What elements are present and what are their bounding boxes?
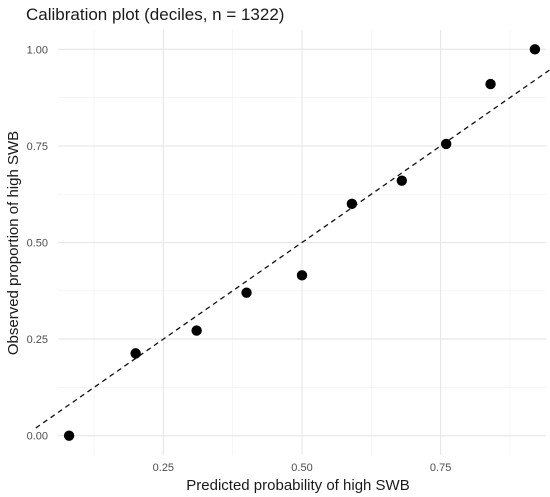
chart-title: Calibration plot (deciles, n = 1322) [26,5,284,24]
x-tick-label: 0.50 [291,462,312,474]
data-point-7 [396,175,408,186]
data-point-3 [191,325,202,336]
x-axis-label: Predicted probability of high SWB [186,477,409,494]
x-tick-label: 0.75 [430,462,451,474]
x-tick-label: 0.25 [153,462,174,474]
data-point-5 [296,270,308,281]
y-axis-label: Observed proportion of high SWB [5,131,22,355]
data-point-4 [241,287,252,298]
y-tick-label: 0.75 [27,141,48,153]
y-tick-label: 0.50 [27,238,48,250]
data-point-8 [440,138,452,150]
data-point-10 [529,44,541,55]
x-axis-ticks: 0.25 0.50 0.75 [153,462,452,474]
data-point-2 [130,348,141,359]
y-axis-ticks: 0.00 0.25 0.50 0.75 1.00 [27,44,48,442]
data-points [63,44,541,441]
data-point-6 [346,198,358,210]
reference-line [35,68,550,429]
y-tick-label: 0.00 [27,431,48,443]
data-point-9 [485,78,496,90]
reference-line-group [35,68,550,429]
data-point-1 [63,430,75,441]
y-tick-label: 0.25 [27,334,48,346]
y-tick-label: 1.00 [27,44,48,56]
